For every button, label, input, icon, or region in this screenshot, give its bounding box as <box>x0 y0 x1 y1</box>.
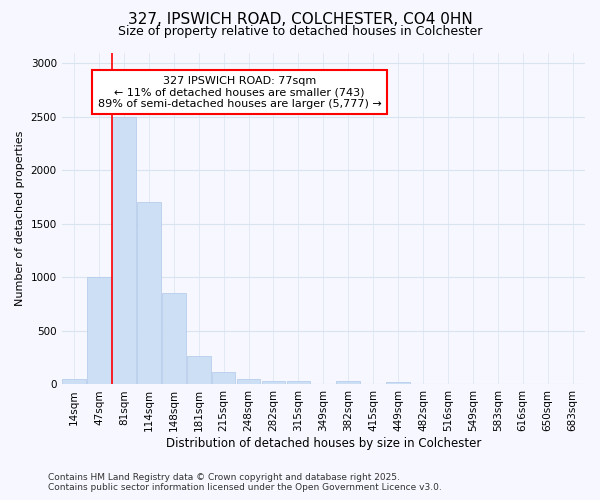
Bar <box>262 380 286 384</box>
Text: Contains HM Land Registry data © Crown copyright and database right 2025.
Contai: Contains HM Land Registry data © Crown c… <box>48 473 442 492</box>
Bar <box>62 379 86 384</box>
Text: Size of property relative to detached houses in Colchester: Size of property relative to detached ho… <box>118 25 482 38</box>
Y-axis label: Number of detached properties: Number of detached properties <box>15 131 25 306</box>
Bar <box>87 278 111 384</box>
Text: 327 IPSWICH ROAD: 77sqm
← 11% of detached houses are smaller (743)
89% of semi-d: 327 IPSWICH ROAD: 77sqm ← 11% of detache… <box>98 76 382 109</box>
X-axis label: Distribution of detached houses by size in Colchester: Distribution of detached houses by size … <box>166 437 481 450</box>
Bar <box>112 116 136 384</box>
Bar <box>137 202 161 384</box>
Bar <box>237 379 260 384</box>
Bar <box>187 356 211 384</box>
Bar <box>212 372 235 384</box>
Text: 327, IPSWICH ROAD, COLCHESTER, CO4 0HN: 327, IPSWICH ROAD, COLCHESTER, CO4 0HN <box>128 12 472 28</box>
Bar <box>337 380 360 384</box>
Bar <box>162 294 185 384</box>
Bar <box>287 380 310 384</box>
Bar <box>386 382 410 384</box>
